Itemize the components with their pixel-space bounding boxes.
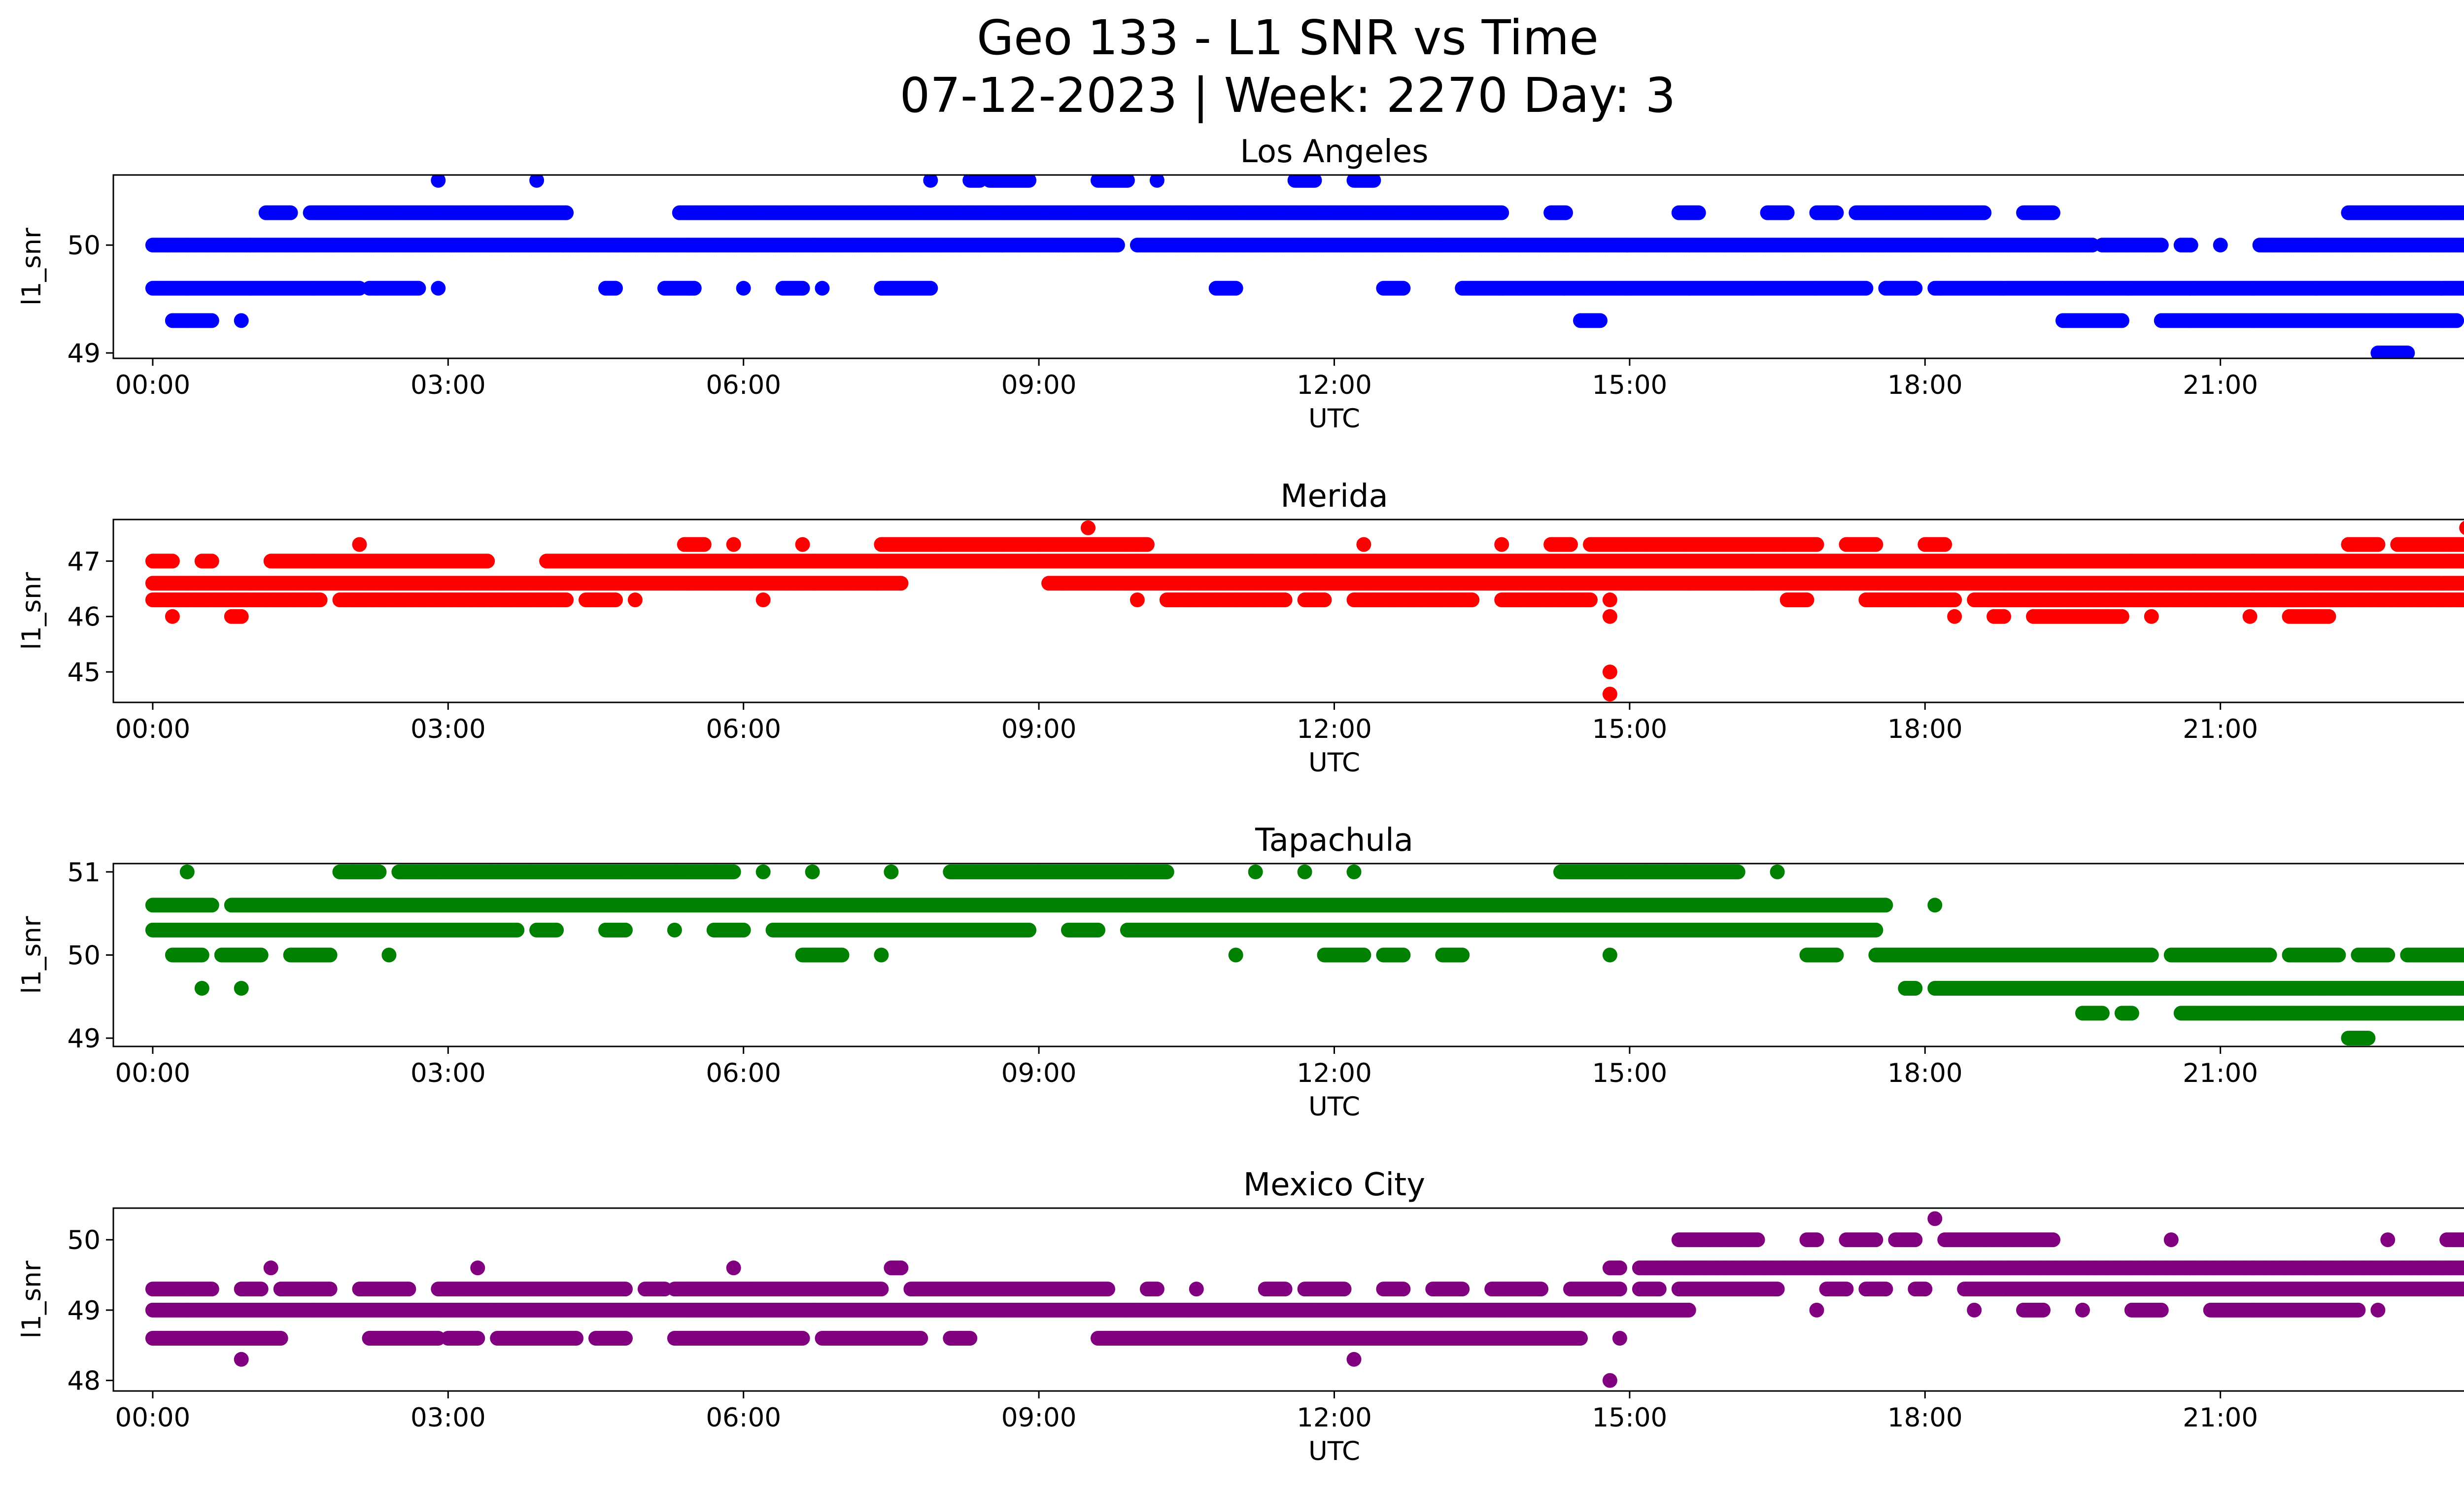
axes-frame-los-angeles bbox=[112, 174, 2464, 359]
data-point bbox=[480, 554, 495, 569]
figure-subtitle: 07-12-2023 | Week: 2270 Day: 3 bbox=[899, 68, 1676, 123]
x-tick-label: 18:00 bbox=[1887, 370, 1963, 400]
x-tick-label: 09:00 bbox=[1001, 370, 1077, 400]
data-point bbox=[1829, 205, 1844, 220]
data-point bbox=[431, 175, 446, 188]
data-point bbox=[795, 537, 810, 552]
data-point bbox=[1809, 537, 1824, 552]
data-point bbox=[204, 554, 219, 569]
data-point bbox=[1494, 537, 1509, 552]
data-point bbox=[1593, 313, 1608, 328]
data-point bbox=[923, 280, 938, 296]
x-tick-label: 00:00 bbox=[115, 370, 191, 400]
data-point bbox=[165, 554, 180, 569]
data-point bbox=[1868, 537, 1883, 552]
data-point bbox=[1149, 175, 1164, 188]
data-point bbox=[234, 313, 249, 328]
x-tick-label: 12:00 bbox=[1297, 370, 1372, 400]
x-tick-label: 21:00 bbox=[2183, 370, 2258, 400]
data-point bbox=[2462, 283, 2464, 293]
data-point bbox=[2154, 238, 2169, 253]
data-point bbox=[411, 280, 426, 296]
data-point bbox=[608, 280, 623, 296]
data-point bbox=[815, 280, 830, 296]
data-point bbox=[1977, 205, 1992, 220]
data-point bbox=[1366, 175, 1381, 188]
data-point bbox=[1558, 205, 1573, 220]
data-point bbox=[1307, 175, 1322, 188]
panel-title-los-angeles: Los Angeles bbox=[1240, 134, 1428, 170]
data-point bbox=[1110, 238, 1125, 253]
scatter-points-los-angeles bbox=[145, 175, 2464, 358]
data-point bbox=[1022, 175, 1037, 188]
data-point bbox=[2213, 238, 2228, 253]
panel-los-angeles: Los Angeles 00:00 03:00 06:00 09:00 12:00 15:0… bbox=[17, 134, 2464, 434]
figure-title: Geo 133 - L1 SNR vs Time bbox=[977, 10, 1599, 66]
data-point bbox=[2400, 346, 2415, 358]
data-point bbox=[1563, 537, 1578, 552]
x-tick-label: 06:00 bbox=[706, 370, 781, 400]
x-tick-label: 03:00 bbox=[411, 370, 486, 400]
data-point bbox=[559, 205, 574, 220]
data-point bbox=[1908, 280, 1923, 296]
data-point bbox=[736, 280, 751, 296]
data-point bbox=[529, 175, 545, 188]
scatter-points-merida bbox=[145, 520, 2464, 702]
data-point bbox=[1120, 175, 1135, 188]
y-tick-label: 50 bbox=[68, 231, 101, 261]
data-point bbox=[352, 537, 367, 552]
data-point bbox=[1858, 280, 1874, 296]
data-point bbox=[1780, 205, 1795, 220]
data-point bbox=[1356, 537, 1371, 552]
data-point bbox=[2183, 238, 2198, 253]
data-point bbox=[204, 313, 219, 328]
data-point bbox=[2370, 537, 2386, 552]
y-tick-label: 49 bbox=[68, 339, 101, 369]
figure-title-block: Geo 133 - L1 SNR vs Time 07-12-2023 | We… bbox=[0, 9, 2464, 124]
data-point bbox=[1396, 280, 1411, 296]
data-point bbox=[795, 280, 810, 296]
data-point bbox=[1691, 205, 1706, 220]
x-axis-label-los-angeles: UTC bbox=[1308, 404, 1360, 434]
data-point bbox=[2462, 240, 2464, 250]
data-point bbox=[1228, 280, 1243, 296]
y-axis-label-los-angeles: l1_snr bbox=[17, 228, 47, 306]
data-point bbox=[2046, 205, 2060, 220]
data-point bbox=[431, 280, 446, 296]
panel-title-merida: Merida bbox=[1280, 478, 1388, 515]
data-point bbox=[686, 280, 702, 296]
data-point bbox=[2114, 313, 2129, 328]
data-point bbox=[2462, 540, 2464, 549]
data-point bbox=[923, 175, 938, 188]
data-point bbox=[1494, 205, 1509, 220]
data-point bbox=[2462, 208, 2464, 217]
data-point bbox=[1937, 537, 1952, 552]
data-point bbox=[1139, 537, 1155, 552]
data-point bbox=[696, 537, 712, 552]
data-point bbox=[726, 537, 741, 552]
data-point bbox=[2449, 313, 2464, 328]
x-tick-label: 15:00 bbox=[1592, 370, 1668, 400]
data-point bbox=[283, 205, 298, 220]
